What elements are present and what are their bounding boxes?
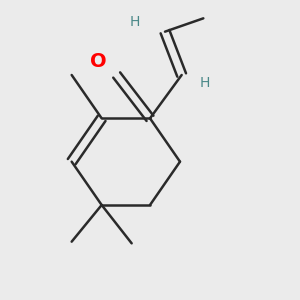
- Text: H: H: [200, 76, 210, 90]
- Text: H: H: [130, 15, 140, 29]
- Text: O: O: [90, 52, 106, 71]
